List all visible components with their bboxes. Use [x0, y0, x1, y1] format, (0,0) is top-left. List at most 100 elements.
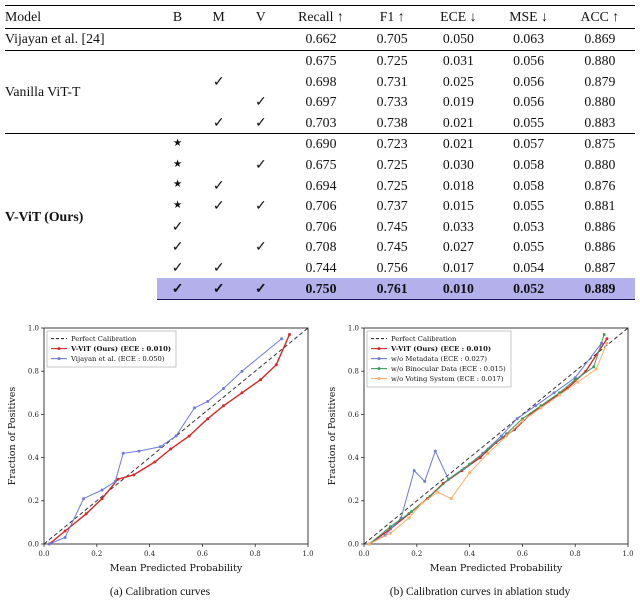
- empty-flag: [240, 175, 282, 196]
- empty-flag: [157, 28, 198, 51]
- column-header-1: B: [157, 5, 198, 29]
- svg-text:0.8: 0.8: [348, 367, 359, 375]
- metric-value: 0.056: [513, 94, 545, 110]
- y-axis-label: Fraction of Positives: [7, 386, 18, 485]
- svg-text:0.2: 0.2: [348, 497, 359, 505]
- svg-text:0.8: 0.8: [28, 367, 39, 375]
- empty-flag: [198, 92, 240, 113]
- svg-text:0.8: 0.8: [570, 550, 581, 558]
- check-mark: ✓: [212, 73, 225, 89]
- metric-value: 0.737: [376, 198, 408, 214]
- metric-value: 0.705: [360, 28, 425, 51]
- star-mark: ★: [172, 179, 183, 191]
- empty-flag: [157, 112, 198, 134]
- table-row: ✓ 0.697 0.733 0.019 0.056 0.880: [5, 92, 635, 113]
- check-mark: ✓: [255, 94, 267, 110]
- column-header-4: Recall ↑: [281, 5, 361, 29]
- metric-value: 0.010: [424, 278, 493, 300]
- column-header-2: M: [197, 5, 240, 29]
- star-mark: ★: [172, 199, 183, 211]
- x-axis-label: Mean Predicted Probability: [430, 563, 563, 574]
- figure-b: 0.0 0.2 0.4 0.6 0.8 1.0 Mean Predicted Probabi…: [324, 322, 636, 598]
- table-head: Model B M V Recall ↑ F1 ↑ ECE ↓ MSE ↓ ACC ↑: [5, 5, 635, 29]
- metric-value: 0.887: [584, 259, 616, 275]
- empty-flag: [198, 237, 240, 258]
- table-row: ✓ ✓ 0.708 0.745 0.027 0.055 0.886: [5, 237, 635, 258]
- metric-value: 0.017: [442, 259, 474, 275]
- table-row: ★ ✓ 0.675 0.725 0.030 0.058 0.880: [5, 155, 635, 176]
- metric-value: 0.675: [305, 52, 337, 68]
- metric-value: 0.030: [442, 156, 474, 172]
- svg-text:0.4: 0.4: [464, 550, 476, 558]
- metric-value: 0.021: [424, 112, 493, 134]
- table-row: ✓ 0.698 0.731 0.025 0.056 0.879: [5, 71, 635, 92]
- table-body: Vijayan et al. [24] 0.662 0.705 0.050 0.063 0…: [5, 28, 635, 300]
- check-mark: ✓: [212, 259, 225, 275]
- x-axis-label: Mean Predicted Probability: [110, 563, 243, 574]
- metric-value: 0.018: [442, 177, 474, 193]
- series-line-2: [47, 337, 284, 546]
- metric-value: 0.869: [564, 28, 635, 51]
- metric-value: 0.058: [513, 156, 545, 172]
- empty-flag: [157, 50, 197, 71]
- check-mark: ✓: [171, 218, 184, 234]
- metric-value: 0.055: [513, 239, 545, 255]
- svg-text:0.6: 0.6: [348, 411, 360, 419]
- check-mark: ✓: [171, 239, 184, 255]
- metric-value: 0.055: [513, 198, 545, 214]
- metric-value: 0.725: [376, 177, 408, 193]
- empty-flag: [240, 216, 282, 237]
- svg-text:0.0: 0.0: [348, 540, 359, 548]
- table-row: Vijayan et al. [24] 0.662 0.705 0.050 0.063 0…: [5, 28, 635, 51]
- check-mark: ✓: [197, 112, 240, 134]
- series-line-0: [43, 327, 309, 545]
- legend-entry: Perfect Calibration: [71, 335, 137, 343]
- metric-value: 0.027: [442, 239, 474, 255]
- svg-text:0.6: 0.6: [197, 550, 209, 558]
- svg-text:1.0: 1.0: [28, 324, 39, 332]
- metric-value: 0.879: [584, 73, 616, 89]
- metric-value: 0.694: [305, 177, 337, 193]
- metric-value: 0.058: [513, 177, 545, 193]
- metric-value: 0.761: [360, 278, 425, 300]
- metric-value: 0.738: [360, 112, 425, 134]
- metric-value: 0.015: [442, 198, 474, 214]
- check-mark: ✓: [255, 239, 267, 255]
- metric-value: 0.697: [305, 94, 337, 110]
- check-mark: ✓: [239, 278, 282, 300]
- y-axis: 0.0 0.2 0.4 0.6 0.8 1.0 Fraction of Positives: [327, 324, 364, 548]
- svg-text:1.0: 1.0: [622, 550, 633, 558]
- metric-value: 0.880: [584, 52, 616, 68]
- metric-value: 0.056: [513, 73, 545, 89]
- svg-text:1.0: 1.0: [348, 324, 359, 332]
- svg-text:0.0: 0.0: [358, 550, 369, 558]
- metric-value: 0.031: [442, 52, 474, 68]
- metric-value: 0.875: [584, 136, 616, 152]
- metric-value: 0.744: [305, 259, 337, 275]
- empty-flag: [198, 216, 240, 237]
- table-row: ✓ ✓ 0.744 0.756 0.017 0.054 0.887: [5, 258, 635, 279]
- y-axis-label: Fraction of Positives: [327, 386, 338, 485]
- empty-flag: [157, 71, 197, 92]
- metric-value: 0.886: [584, 239, 616, 255]
- empty-flag: [240, 133, 282, 154]
- check-mark: ✓: [255, 156, 267, 172]
- metric-value: 0.662: [281, 28, 361, 51]
- x-axis: 0.0 0.2 0.4 0.6 0.8 1.0 Mean Predicted Probabi…: [38, 543, 314, 574]
- header-row: Model B M V Recall ↑ F1 ↑ ECE ↓ MSE ↓ ACC ↑: [5, 5, 635, 29]
- x-axis: 0.0 0.2 0.4 0.6 0.8 1.0 Mean Predicted Probabi…: [358, 543, 634, 574]
- check-mark: ✓: [171, 259, 184, 275]
- figure-a: 0.0 0.2 0.4 0.6 0.8 1.0 Mean Predicted Probabi…: [4, 322, 316, 598]
- legend-entry: Perfect Calibration: [391, 335, 457, 343]
- series-line-1: [47, 332, 291, 546]
- metric-value: 0.886: [584, 218, 616, 234]
- legend-entry: V-ViT (Ours) (ECE : 0.010): [390, 345, 491, 353]
- metric-value: 0.025: [442, 73, 474, 89]
- metric-value: 0.675: [305, 156, 337, 172]
- metric-value: 0.880: [584, 94, 616, 110]
- svg-text:0.2: 0.2: [411, 550, 422, 558]
- table-row: ✓ 0.706 0.745 0.033 0.053 0.886: [5, 216, 635, 237]
- empty-flag: [198, 50, 240, 71]
- metric-value: 0.053: [513, 218, 545, 234]
- check-mark: ✓: [212, 177, 225, 193]
